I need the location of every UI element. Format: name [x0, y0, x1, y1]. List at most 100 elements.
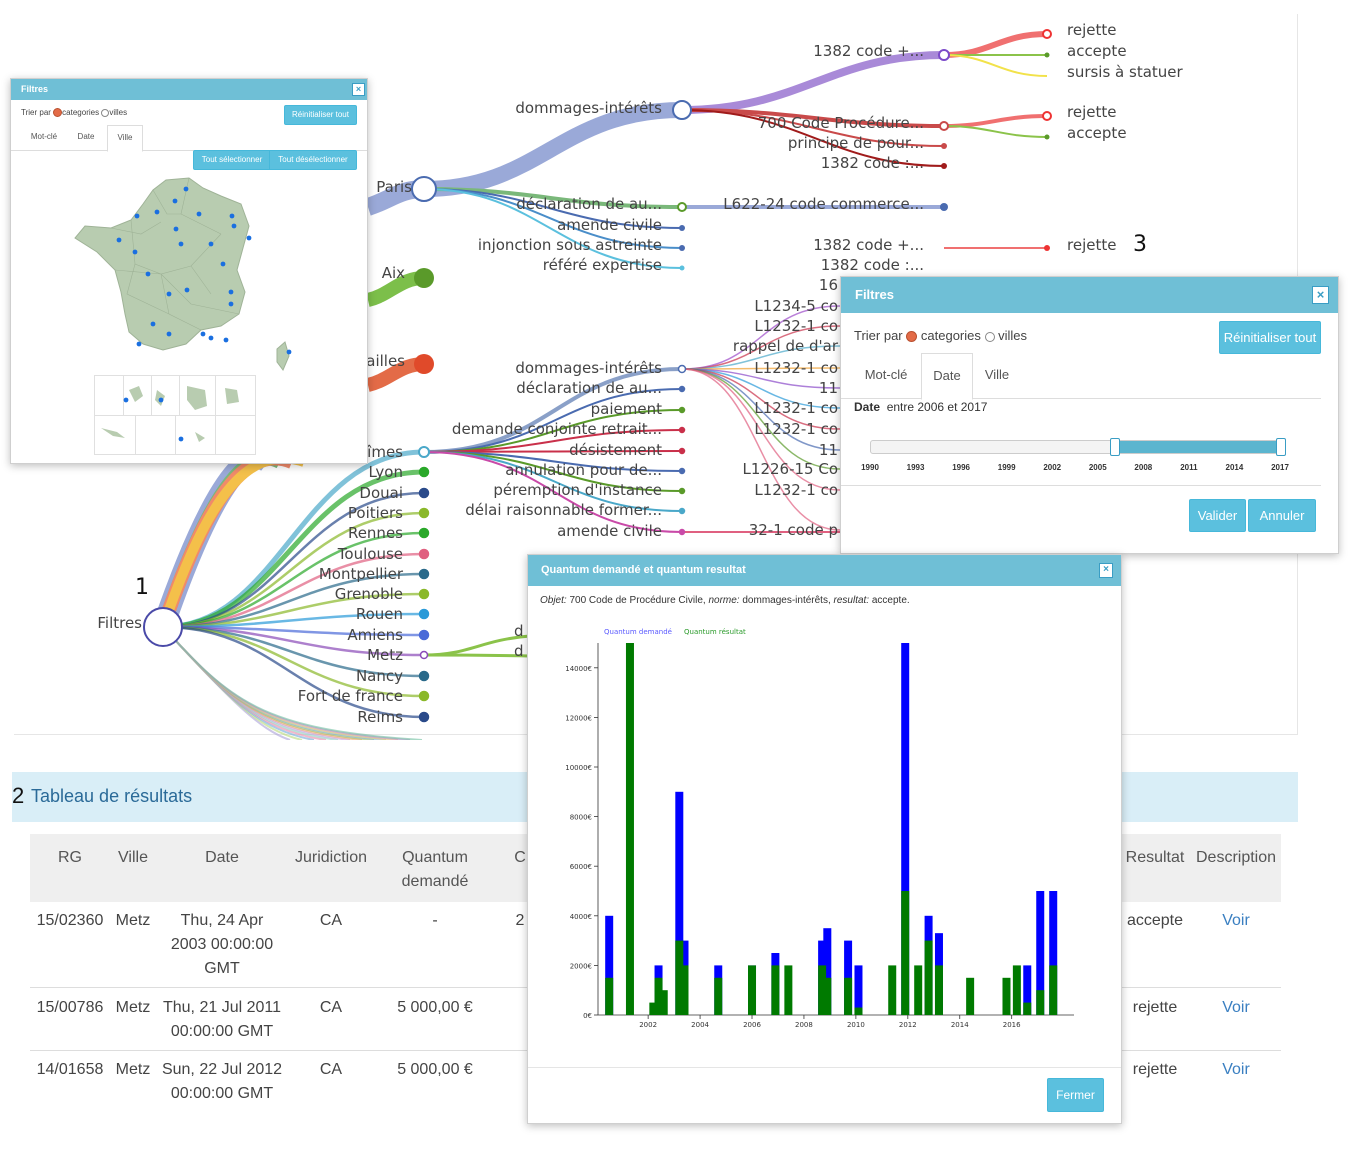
voir-link[interactable]: Voir — [1222, 1061, 1250, 1078]
bar-quantum-resultat[interactable] — [914, 965, 923, 1015]
bar-quantum-resultat[interactable] — [649, 1002, 658, 1015]
col-date[interactable]: Date — [205, 849, 239, 866]
node-city[interactable] — [418, 629, 430, 641]
france-map[interactable] — [71, 174, 301, 374]
node-ailles[interactable] — [414, 354, 434, 374]
node-nimes-child[interactable] — [678, 487, 686, 495]
bar-quantum-demande[interactable] — [605, 915, 614, 1015]
bar-quantum-resultat[interactable] — [888, 965, 897, 1015]
node-1382[interactable] — [938, 49, 950, 61]
node-city[interactable] — [419, 650, 429, 660]
node-city[interactable] — [418, 548, 430, 560]
node-city[interactable] — [418, 608, 430, 620]
tab-date[interactable]: Date — [921, 353, 973, 400]
reset-button[interactable]: Réinitialiser tout — [1219, 321, 1321, 354]
bar-quantum-resultat[interactable] — [966, 977, 975, 1015]
tab-date[interactable]: Date — [77, 132, 95, 141]
bar-quantum-resultat[interactable] — [1023, 1002, 1032, 1015]
node-nimes-child[interactable] — [678, 467, 686, 475]
bar-quantum-resultat[interactable] — [1049, 965, 1058, 1015]
node-refere[interactable] — [679, 265, 685, 271]
bar-quantum-demande[interactable] — [901, 643, 910, 1015]
bar-quantum-resultat[interactable] — [1002, 977, 1011, 1015]
col-ville[interactable]: Ville — [118, 849, 148, 866]
validate-button[interactable]: Valider — [1189, 499, 1246, 532]
bar-quantum-demande[interactable] — [1049, 891, 1058, 1015]
date-slider-handle-start[interactable] — [1109, 438, 1120, 456]
date-slider-handle-end[interactable] — [1276, 438, 1286, 456]
node-amende[interactable] — [679, 225, 685, 231]
bar-quantum-demande[interactable] — [675, 791, 684, 1015]
node-700[interactable] — [939, 121, 949, 131]
node-city[interactable] — [418, 466, 430, 478]
voir-link[interactable]: Voir — [1222, 999, 1250, 1016]
bar-quantum-demande[interactable] — [1036, 891, 1045, 1015]
bar-quantum-resultat[interactable] — [654, 977, 663, 1015]
node-1382b[interactable] — [941, 163, 947, 169]
node-city[interactable] — [418, 670, 430, 682]
col-description[interactable]: Description — [1195, 849, 1277, 866]
radio-villes[interactable] — [984, 331, 995, 342]
bar-quantum-resultat[interactable] — [605, 977, 614, 1015]
bar-quantum-resultat[interactable] — [844, 977, 853, 1015]
node-aix[interactable] — [414, 268, 434, 288]
radio-categories[interactable] — [906, 331, 918, 343]
node-principe[interactable] — [941, 143, 947, 149]
node-nimes-child[interactable] — [678, 426, 686, 434]
radio-villes[interactable] — [101, 108, 110, 117]
deselect-all-button[interactable]: Tout désélectionner — [269, 150, 357, 170]
voir-link[interactable]: Voir — [1222, 912, 1250, 929]
bar-quantum-resultat[interactable] — [854, 1007, 863, 1015]
bar-quantum-resultat[interactable] — [659, 990, 668, 1015]
bar-quantum-resultat[interactable] — [818, 965, 827, 1015]
node-city[interactable] — [418, 690, 430, 702]
reset-button[interactable]: Réinitialiser tout — [284, 105, 357, 125]
node-root-filtres[interactable] — [143, 607, 183, 647]
tab-motcle[interactable]: Mot-clé — [30, 132, 58, 141]
select-all-button[interactable]: Tout sélectionner — [193, 150, 271, 170]
node-nimes-child[interactable] — [678, 406, 686, 414]
node-city[interactable] — [418, 487, 430, 499]
node-paris-di[interactable] — [672, 100, 692, 120]
node-accepte-2[interactable] — [1044, 134, 1050, 140]
bar-quantum-resultat[interactable] — [714, 977, 723, 1015]
tab-ville[interactable]: Ville — [107, 125, 143, 152]
node-nimes-child[interactable] — [678, 507, 686, 515]
node-l622[interactable] — [940, 203, 948, 211]
bar-quantum-resultat[interactable] — [748, 965, 757, 1015]
close-icon[interactable]: × — [1312, 286, 1329, 304]
col-resultat[interactable]: Resultat — [1125, 849, 1185, 866]
node-city[interactable] — [418, 527, 430, 539]
close-icon[interactable]: × — [352, 83, 365, 96]
node-nimes[interactable] — [418, 446, 430, 458]
col-quantum[interactable]: Quantum demandé — [401, 849, 469, 890]
node-injonction[interactable] — [679, 245, 685, 251]
bar-quantum-resultat[interactable] — [680, 965, 689, 1015]
bar-quantum-resultat[interactable] — [771, 965, 780, 1015]
close-icon[interactable]: × — [1099, 563, 1113, 578]
node-rejette-1[interactable] — [1042, 29, 1052, 39]
node-paris[interactable] — [411, 176, 437, 202]
bar-quantum-resultat[interactable] — [823, 977, 832, 1015]
col-juridiction[interactable]: Juridiction — [294, 849, 368, 866]
bar-quantum-demande[interactable] — [1023, 965, 1032, 1015]
bar-quantum-resultat[interactable] — [625, 643, 634, 1015]
bar-quantum-resultat[interactable] — [924, 940, 933, 1015]
bar-quantum-resultat[interactable] — [1036, 990, 1045, 1015]
node-city[interactable] — [418, 507, 430, 519]
bar-quantum-resultat[interactable] — [901, 891, 910, 1015]
bar-quantum-resultat[interactable] — [934, 965, 943, 1015]
radio-categories[interactable] — [53, 108, 63, 118]
col-rg[interactable]: RG — [58, 849, 82, 866]
tab-ville[interactable]: Ville — [984, 367, 1010, 382]
bar-quantum-resultat[interactable] — [1012, 965, 1021, 1015]
node-city[interactable] — [418, 568, 430, 580]
node-accepte-1[interactable] — [1044, 52, 1050, 58]
close-button[interactable]: Fermer — [1047, 1078, 1104, 1112]
node-nimes-child[interactable] — [677, 364, 687, 374]
cancel-button[interactable]: Annuler — [1248, 499, 1316, 532]
bar-quantum-demande[interactable] — [854, 965, 863, 1015]
bar-quantum-resultat[interactable] — [784, 965, 793, 1015]
node-city[interactable] — [418, 588, 430, 600]
node-city[interactable] — [418, 711, 430, 723]
